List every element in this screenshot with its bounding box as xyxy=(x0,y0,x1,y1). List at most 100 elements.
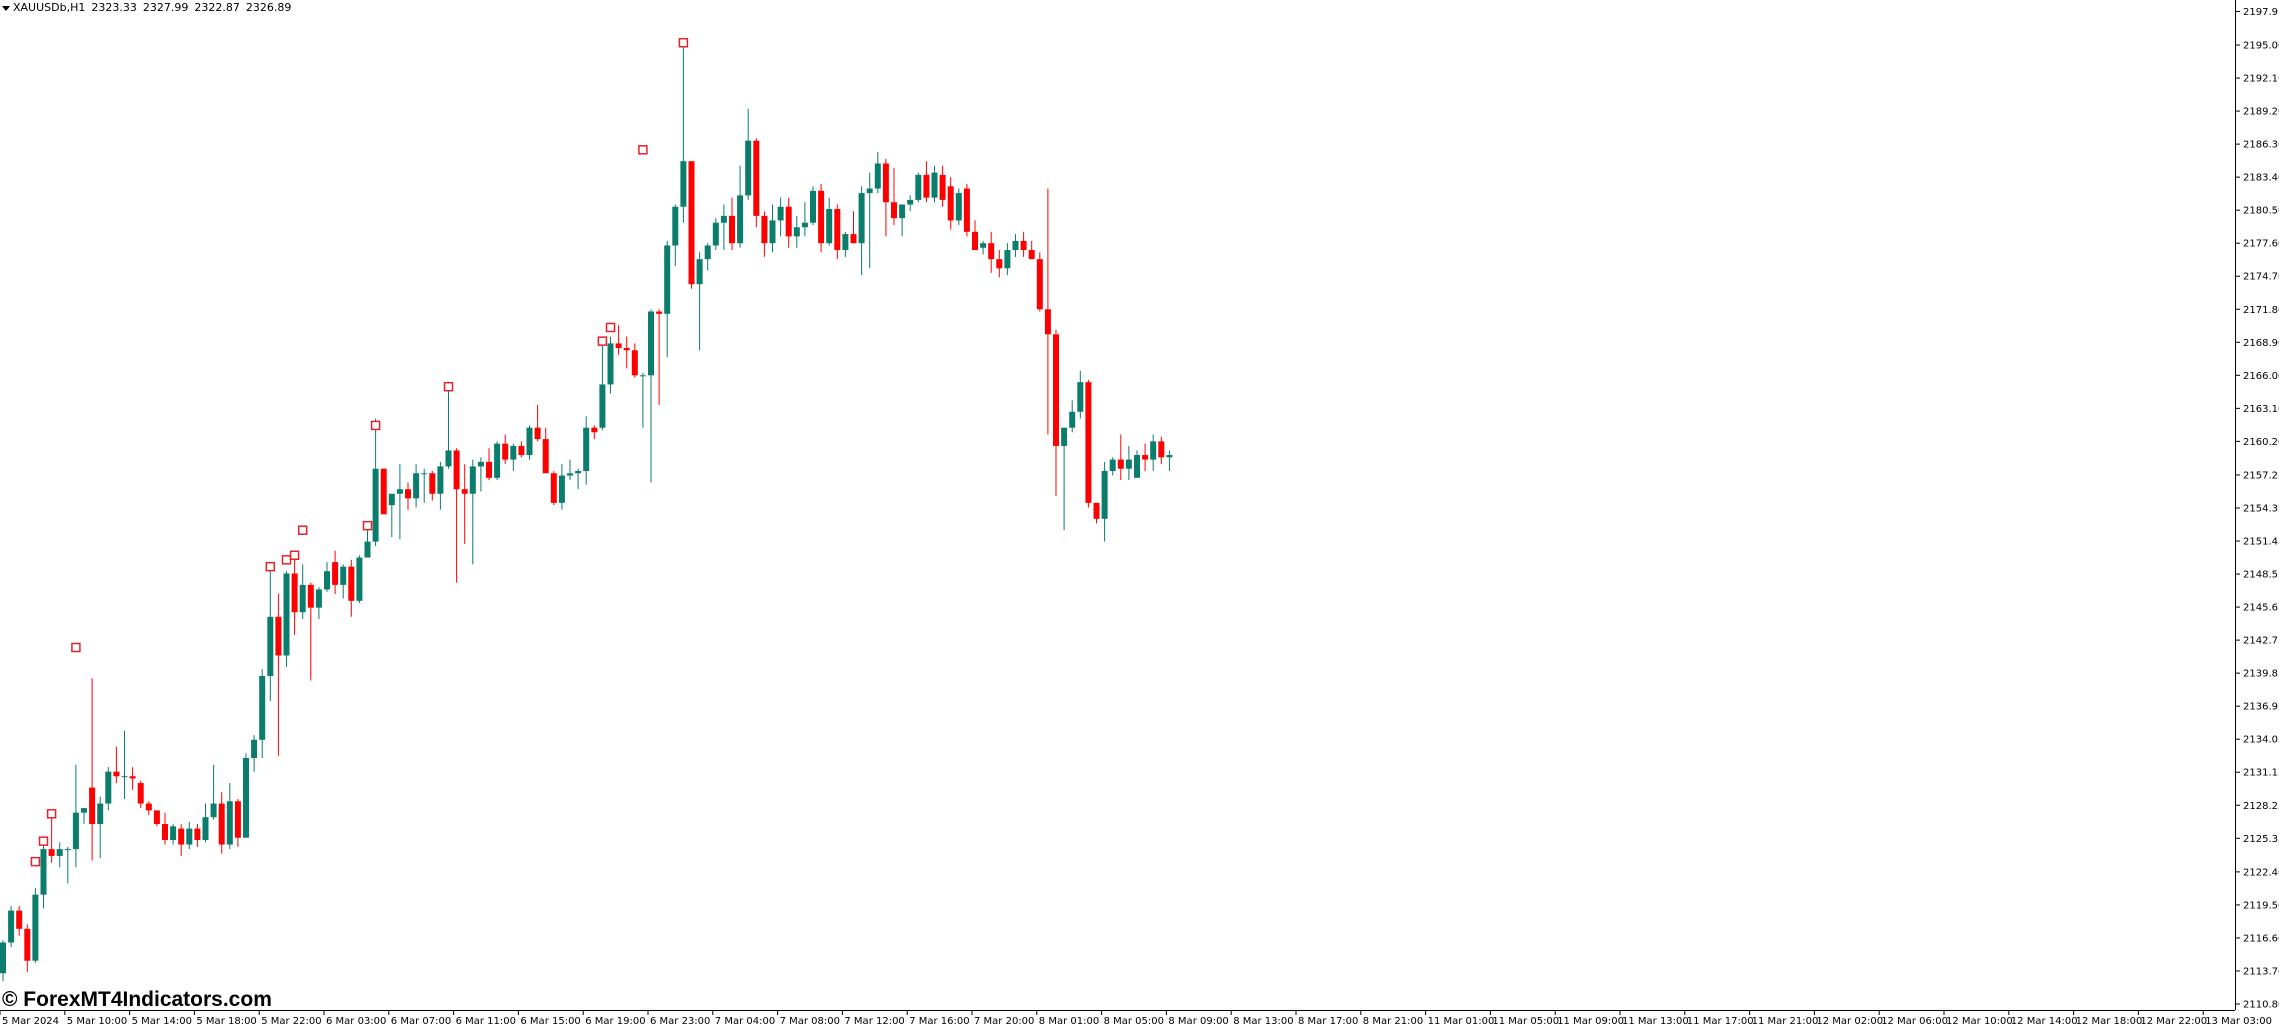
candle-body xyxy=(858,193,865,244)
x-tick-label: 12 Mar 06:00 xyxy=(1881,1016,1948,1027)
x-tick-label: 7 Mar 04:00 xyxy=(715,1016,775,1027)
candle xyxy=(170,824,177,845)
signal-marker xyxy=(362,520,373,531)
candle xyxy=(348,559,355,617)
candle-body xyxy=(518,445,525,456)
candle-body xyxy=(891,202,897,219)
candle-body xyxy=(558,475,565,503)
x-tick-label: 5 Mar 2024 xyxy=(2,1016,59,1027)
candle xyxy=(899,204,906,237)
candle xyxy=(631,343,638,378)
y-tick-label: 2116.60 xyxy=(2243,933,2279,944)
candle xyxy=(267,564,274,702)
candle xyxy=(210,764,217,820)
candle xyxy=(826,197,833,246)
candle-body xyxy=(137,783,144,804)
candle xyxy=(567,459,573,481)
candle-body xyxy=(818,190,825,244)
candle-body xyxy=(1028,250,1035,260)
x-tick-label: 11 Mar 21:00 xyxy=(1752,1016,1819,1027)
candle xyxy=(453,448,460,583)
candle xyxy=(737,165,744,248)
candle xyxy=(40,839,47,909)
candle-body xyxy=(186,828,193,845)
candle-body xyxy=(105,771,112,804)
y-tick-label: 2189.20 xyxy=(2243,107,2279,118)
candle-body xyxy=(364,541,371,558)
candle xyxy=(639,373,646,428)
candle-body xyxy=(550,473,557,503)
signal-marker xyxy=(605,322,616,333)
candle xyxy=(372,418,379,547)
candle-body xyxy=(178,828,185,845)
candle-body xyxy=(24,928,31,961)
candle-body xyxy=(267,616,274,676)
candle xyxy=(502,434,509,465)
signal-marker xyxy=(678,38,689,48)
candle-body xyxy=(1125,459,1132,469)
candle-body xyxy=(275,616,282,656)
candle xyxy=(623,336,630,369)
candle xyxy=(939,165,946,207)
x-tick-label: 6 Mar 23:00 xyxy=(650,1016,710,1027)
candle-body xyxy=(1093,502,1100,519)
candle xyxy=(526,425,533,460)
candle-body xyxy=(972,231,978,251)
collapse-triangle-icon[interactable] xyxy=(2,5,10,11)
candle xyxy=(972,220,978,251)
candle xyxy=(1077,370,1084,419)
candle xyxy=(1044,188,1051,435)
candle xyxy=(1012,234,1019,257)
candle xyxy=(153,810,160,827)
candle-body xyxy=(761,215,768,244)
candle-body xyxy=(170,826,177,840)
candle xyxy=(307,582,314,681)
x-tick-label: 8 Mar 13:00 xyxy=(1233,1016,1293,1027)
candle-body xyxy=(1044,309,1051,335)
candle xyxy=(129,767,136,790)
candle xyxy=(97,796,104,859)
candle-body xyxy=(615,343,622,348)
candle-body xyxy=(777,206,784,221)
candle-body xyxy=(850,234,857,244)
signal-marker xyxy=(30,856,41,867)
header-close: 2326.89 xyxy=(245,1,292,14)
candle xyxy=(445,384,452,469)
x-tick-label: 7 Mar 08:00 xyxy=(780,1016,840,1027)
x-tick-label: 5 Mar 18:00 xyxy=(196,1016,256,1027)
candle xyxy=(477,457,484,492)
y-tick-label: 2177.60 xyxy=(2243,239,2279,250)
candle xyxy=(1134,450,1140,478)
y-tick-label: 2183.40 xyxy=(2243,173,2279,184)
candle xyxy=(672,204,679,266)
candle-body xyxy=(396,489,403,494)
x-tick-label: 7 Mar 12:00 xyxy=(844,1016,904,1027)
candle xyxy=(1069,400,1076,433)
candle xyxy=(607,336,614,394)
candle-body xyxy=(1158,441,1165,458)
candle xyxy=(648,309,654,483)
candle-body xyxy=(672,206,679,246)
candle xyxy=(243,753,249,838)
signal-marker xyxy=(46,809,57,819)
candle-body xyxy=(89,787,96,825)
candle-body xyxy=(421,473,428,475)
candle-body xyxy=(720,215,727,223)
candle xyxy=(680,47,687,223)
candle xyxy=(785,197,792,248)
candle-body xyxy=(40,849,47,895)
candle-body xyxy=(1004,250,1011,269)
x-tick-label: 8 Mar 05:00 xyxy=(1104,1016,1164,1027)
candle-body xyxy=(1069,411,1076,428)
candle-body xyxy=(842,234,849,251)
candle xyxy=(518,441,525,458)
candle-body xyxy=(72,812,79,850)
candle xyxy=(996,250,1003,278)
candle xyxy=(283,571,290,667)
candle xyxy=(251,735,258,772)
x-tick-label: 6 Mar 11:00 xyxy=(456,1016,516,1027)
candle-body xyxy=(688,161,695,285)
candle xyxy=(364,530,371,558)
candle xyxy=(753,138,760,228)
